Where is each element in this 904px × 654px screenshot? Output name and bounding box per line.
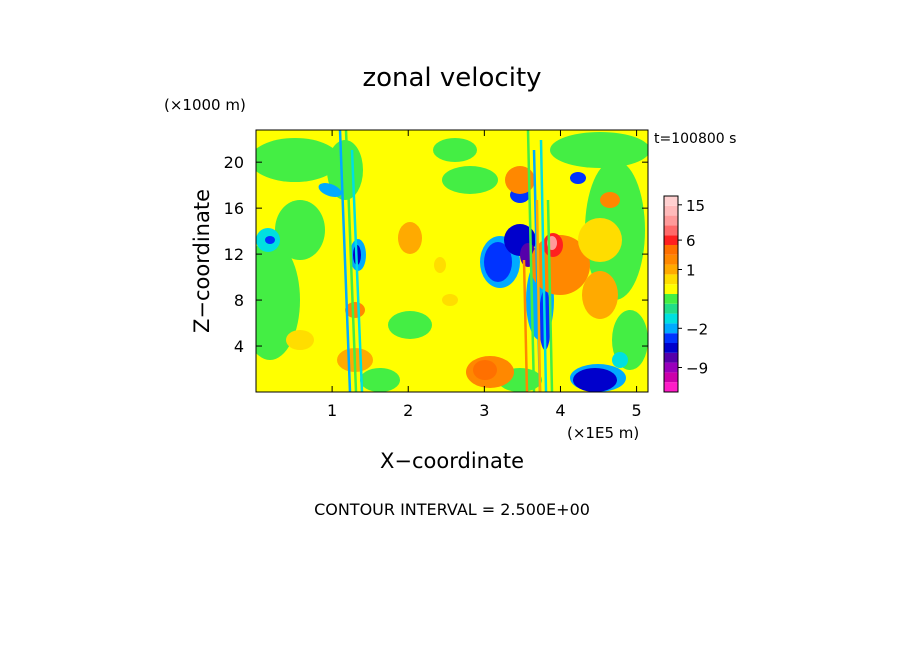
x-unit-label: (×1E5 m) (567, 424, 639, 442)
contour-blob (360, 368, 400, 392)
contour-blob (570, 172, 586, 184)
colorbar-swatch (664, 382, 678, 392)
contour-blob (398, 222, 422, 254)
contour-blob (250, 138, 340, 182)
x-tick-label: 1 (327, 401, 337, 420)
colorbar-swatch (664, 235, 678, 245)
x-tick-label: 2 (403, 401, 413, 420)
contour-blob (275, 200, 325, 260)
chart-title: zonal velocity (362, 63, 541, 93)
x-tick-label: 5 (631, 401, 641, 420)
contour-blob (286, 330, 314, 350)
time-label: t=100800 s (654, 131, 736, 147)
contour-blob (473, 360, 497, 380)
y-tick-label: 16 (224, 199, 244, 218)
contour-field (240, 130, 650, 392)
colorbar-swatch (664, 333, 678, 343)
colorbar-tick-label: 15 (686, 197, 705, 215)
colorbar-swatch (664, 196, 678, 206)
colorbar-swatch (664, 314, 678, 324)
contour-blob (600, 192, 620, 208)
colorbar-swatch (664, 216, 678, 226)
colorbar-swatch (664, 206, 678, 216)
colorbar-swatch (664, 304, 678, 314)
contour-blob (388, 311, 432, 339)
contour-blob (550, 132, 650, 168)
y-tick-label: 12 (224, 245, 244, 264)
contour-blob (433, 138, 477, 162)
colorbar-tick-label: −9 (686, 360, 708, 378)
x-tick-label: 4 (555, 401, 565, 420)
x-tick-label: 3 (479, 401, 489, 420)
y-axis-label: Z−coordinate (190, 189, 214, 333)
contour-blob (442, 166, 498, 194)
colorbar-tick-label: 1 (686, 262, 696, 280)
colorbar-swatch (664, 372, 678, 382)
contour-blob (442, 294, 458, 306)
colorbar-swatch (664, 255, 678, 265)
contour-interval-label: CONTOUR INTERVAL = 2.500E+00 (314, 500, 590, 519)
colorbar-tick-label: 6 (686, 232, 696, 250)
colorbar-swatch (664, 363, 678, 373)
colorbar-swatch (664, 353, 678, 363)
colorbar-swatch (664, 284, 678, 294)
contour-blob (578, 218, 622, 262)
colorbar-swatch (664, 265, 678, 275)
x-axis-label: X−coordinate (380, 449, 524, 473)
contour-blob (434, 257, 446, 273)
colorbar-swatch (664, 274, 678, 284)
y-tick-label: 8 (234, 291, 244, 310)
colorbar-swatch (664, 225, 678, 235)
contour-blob (573, 368, 617, 392)
contour-blob (582, 271, 618, 319)
colorbar-swatch (664, 245, 678, 255)
y-tick-label: 4 (234, 337, 244, 356)
colorbar-swatch (664, 343, 678, 353)
colorbar-swatch (664, 323, 678, 333)
colorbar-swatch (664, 294, 678, 304)
colorbar-tick-label: −2 (686, 320, 708, 338)
y-unit-label: (×1000 m) (164, 96, 246, 114)
contour-blob (612, 352, 628, 368)
contour-blob (265, 236, 275, 244)
y-tick-label: 20 (224, 153, 244, 172)
colorbar: 15 6 1 −2 −9 (664, 196, 708, 392)
